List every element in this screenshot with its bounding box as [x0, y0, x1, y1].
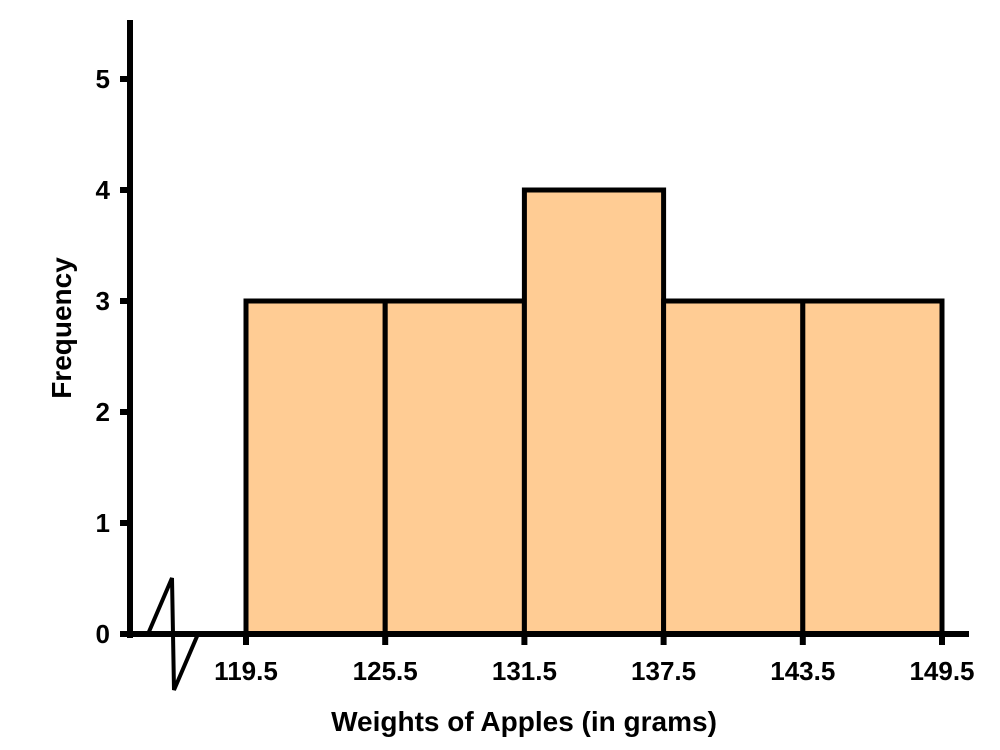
x-ticks-group: 119.5 125.5 131.5 137.5 143.5 149.5: [214, 634, 975, 686]
x-tick-label: 143.5: [770, 656, 835, 686]
y-tick-label: 2: [96, 397, 110, 427]
x-tick-label: 119.5: [214, 656, 278, 686]
x-tick-label: 131.5: [492, 656, 557, 686]
y-axis-title: Frequency: [46, 257, 77, 399]
histogram-bar: [521, 187, 667, 637]
histogram-bar: [800, 298, 945, 637]
y-tick-label: 4: [96, 175, 111, 205]
y-tick-label: 0: [96, 619, 110, 649]
x-tick-label: 137.5: [631, 656, 696, 686]
histogram-bar: [243, 298, 388, 637]
y-tick-label: 3: [96, 286, 110, 316]
x-tick-label: 125.5: [353, 656, 418, 686]
histogram-bar: [661, 298, 806, 637]
y-ticks-group: 0 1 2 3 4 5: [96, 64, 130, 649]
y-tick-label: 5: [96, 64, 110, 94]
x-tick-label: 149.5: [909, 656, 974, 686]
bars-group: [243, 187, 945, 637]
x-axis-title: Weights of Apples (in grams): [331, 706, 717, 737]
y-tick-label: 1: [96, 508, 110, 538]
axis-break-icon: [146, 577, 200, 691]
histogram-bar: [382, 298, 527, 637]
